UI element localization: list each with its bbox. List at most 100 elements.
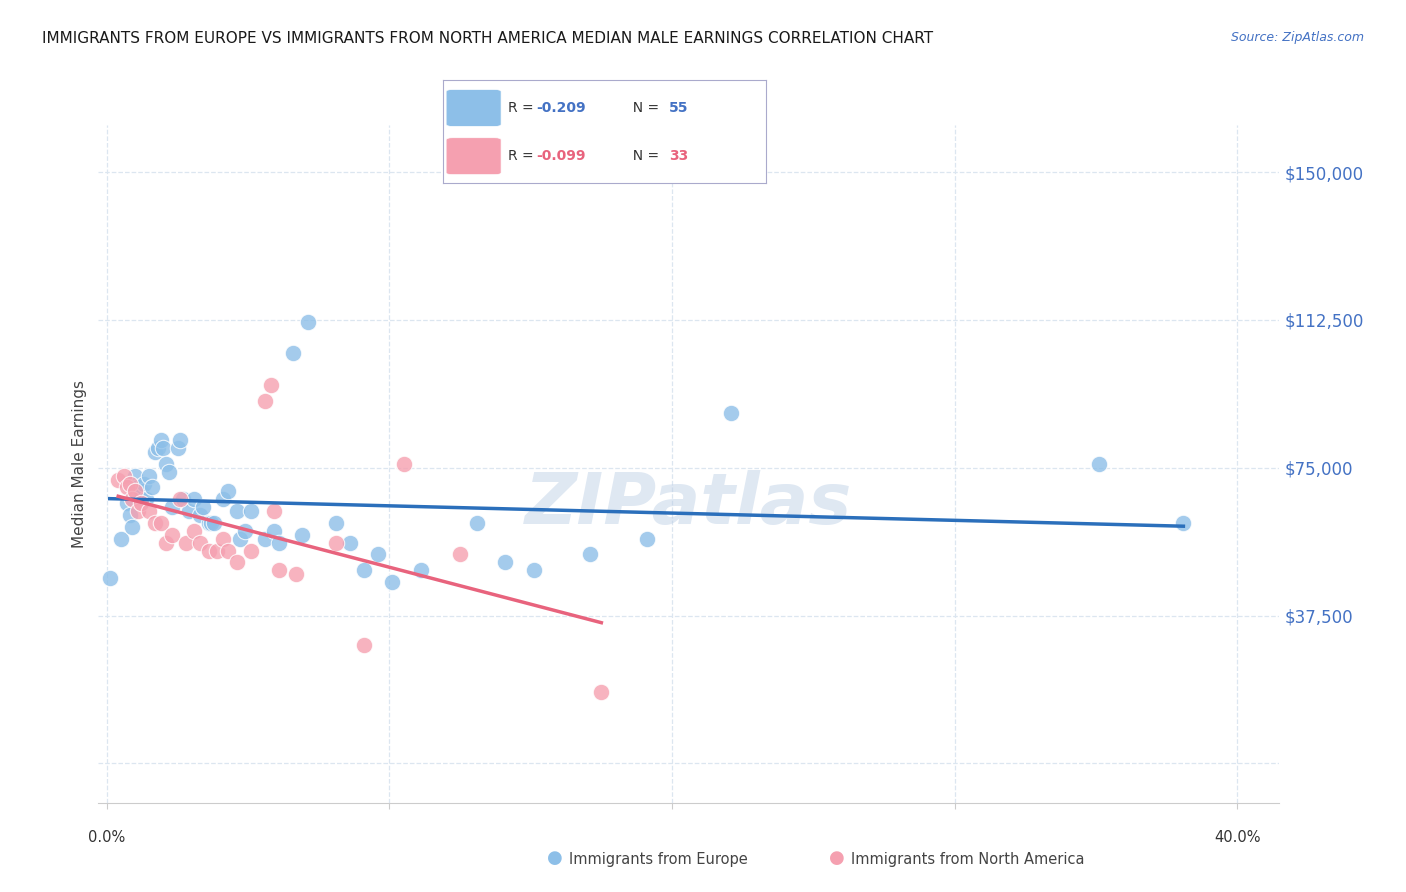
- Point: [720, 406, 742, 420]
- Point: [353, 638, 375, 652]
- Point: [202, 516, 225, 530]
- Point: [115, 496, 138, 510]
- Point: [127, 481, 149, 495]
- Point: [149, 516, 172, 530]
- Point: [297, 315, 319, 329]
- Text: ●: ●: [828, 849, 845, 867]
- Point: [269, 563, 291, 577]
- Point: [325, 516, 347, 530]
- Point: [172, 492, 194, 507]
- Point: [263, 504, 285, 518]
- Point: [169, 492, 191, 507]
- FancyBboxPatch shape: [446, 89, 501, 127]
- Text: R =: R =: [508, 101, 537, 115]
- Point: [115, 481, 138, 495]
- Point: [579, 548, 602, 562]
- Text: 55: 55: [669, 101, 689, 115]
- Point: [183, 492, 205, 507]
- Point: [146, 441, 169, 455]
- Point: [118, 508, 141, 522]
- Point: [353, 563, 375, 577]
- Point: [254, 532, 277, 546]
- Point: [211, 532, 233, 546]
- Text: N =: N =: [624, 149, 664, 163]
- Point: [591, 685, 613, 699]
- Point: [200, 516, 222, 530]
- Point: [110, 532, 132, 546]
- Point: [143, 445, 166, 459]
- Point: [127, 504, 149, 518]
- Point: [143, 516, 166, 530]
- Text: Immigrants from Europe: Immigrants from Europe: [569, 852, 748, 867]
- Point: [494, 555, 516, 569]
- Point: [118, 476, 141, 491]
- Point: [155, 457, 177, 471]
- Point: [121, 520, 143, 534]
- Point: [449, 548, 471, 562]
- Point: [191, 500, 214, 515]
- Point: [211, 492, 233, 507]
- Text: N =: N =: [624, 101, 664, 115]
- Point: [124, 484, 146, 499]
- Point: [392, 457, 415, 471]
- Point: [141, 481, 163, 495]
- Point: [205, 543, 228, 558]
- Point: [98, 571, 121, 585]
- Point: [465, 516, 488, 530]
- Point: [174, 535, 197, 549]
- Point: [155, 535, 177, 549]
- Point: [138, 468, 160, 483]
- Point: [291, 528, 314, 542]
- Point: [169, 433, 191, 447]
- Point: [160, 500, 183, 515]
- Point: [283, 346, 305, 360]
- Point: [177, 504, 200, 518]
- Point: [409, 563, 432, 577]
- Point: [233, 524, 256, 538]
- Point: [121, 492, 143, 507]
- Point: [225, 504, 247, 518]
- Point: [157, 465, 180, 479]
- Text: Immigrants from North America: Immigrants from North America: [851, 852, 1084, 867]
- Point: [240, 504, 263, 518]
- Point: [138, 504, 160, 518]
- Point: [285, 567, 308, 582]
- Text: 33: 33: [669, 149, 689, 163]
- Point: [129, 496, 152, 510]
- Text: ZIPatlas: ZIPatlas: [526, 470, 852, 539]
- Point: [367, 548, 389, 562]
- Point: [112, 468, 135, 483]
- Point: [152, 441, 174, 455]
- Point: [254, 393, 277, 408]
- Point: [160, 528, 183, 542]
- Point: [217, 543, 239, 558]
- Y-axis label: Median Male Earnings: Median Male Earnings: [72, 380, 87, 548]
- Point: [228, 532, 250, 546]
- Point: [522, 563, 544, 577]
- Point: [260, 378, 283, 392]
- Point: [339, 535, 361, 549]
- Point: [149, 433, 172, 447]
- Point: [129, 484, 152, 499]
- Point: [197, 543, 219, 558]
- Point: [217, 484, 239, 499]
- FancyBboxPatch shape: [446, 137, 501, 175]
- Point: [636, 532, 658, 546]
- Text: R =: R =: [508, 149, 537, 163]
- Point: [197, 516, 219, 530]
- Point: [1087, 457, 1109, 471]
- Point: [135, 492, 157, 507]
- Point: [1173, 516, 1195, 530]
- Text: 40.0%: 40.0%: [1213, 830, 1260, 846]
- Point: [225, 555, 247, 569]
- Text: 0.0%: 0.0%: [89, 830, 125, 846]
- Text: ●: ●: [547, 849, 564, 867]
- Point: [325, 535, 347, 549]
- Point: [188, 535, 211, 549]
- Text: -0.099: -0.099: [537, 149, 586, 163]
- Point: [240, 543, 263, 558]
- Point: [124, 468, 146, 483]
- Point: [183, 524, 205, 538]
- Text: IMMIGRANTS FROM EUROPE VS IMMIGRANTS FROM NORTH AMERICA MEDIAN MALE EARNINGS COR: IMMIGRANTS FROM EUROPE VS IMMIGRANTS FRO…: [42, 31, 934, 46]
- Text: -0.209: -0.209: [537, 101, 586, 115]
